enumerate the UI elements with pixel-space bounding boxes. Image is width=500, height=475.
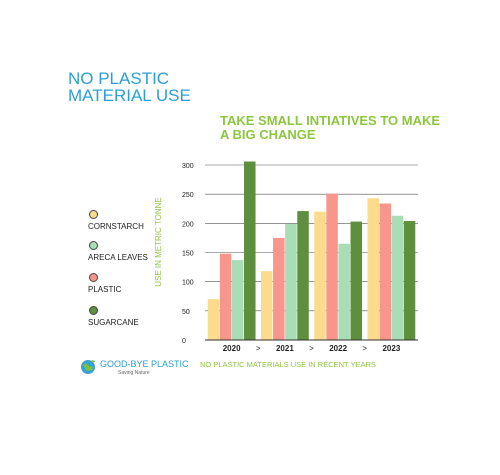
brand-tagline: Saving Nature	[118, 370, 150, 376]
legend-item-areca-leaves: ARECA LEAVES	[88, 241, 168, 263]
legend-swatch-areca-leaves	[89, 241, 98, 250]
y-tick-label-300: 300	[182, 163, 194, 170]
bar-plastic-2023	[379, 203, 392, 340]
chart-title: TAKE SMALL INTIATIVES TO MAKE A BIG CHAN…	[220, 113, 441, 142]
y-tick-label-250: 250	[182, 192, 194, 199]
bar-cornstarch-2020	[207, 299, 220, 340]
legend-item-cornstarch: CORNSTARCH	[88, 210, 168, 232]
legend: CORNSTARCH ARECA LEAVES PLASTIC SUGARCAN…	[88, 210, 158, 330]
chart-caption: NO PLASTIC MATERIALS USE IN RECENT YEARS	[200, 360, 376, 369]
bar-cornstarch-2021	[260, 271, 273, 340]
y-tick-label-100: 100	[182, 280, 194, 287]
bar-sugarcane-2022	[350, 221, 363, 340]
page-title: NO PLASTIC MATERIAL USE	[68, 69, 191, 105]
bar-plastic-2022	[326, 193, 338, 340]
bar-cornstarch-2022	[314, 211, 326, 340]
bar-areca-leaves-2022	[338, 243, 350, 340]
x-tick-label-2023: 2023	[382, 344, 400, 353]
legend-swatch-cornstarch	[89, 210, 98, 219]
y-tick-label-50: 50	[182, 309, 190, 316]
legend-label-sugarcane: SUGARCANE	[88, 318, 139, 327]
bar-areca-leaves-2023	[391, 215, 404, 340]
legend-swatch-plastic	[89, 273, 98, 282]
legend-item-sugarcane: SUGARCANE	[88, 306, 168, 328]
y-axis-ticks: 0 50 100 150 200 250 300	[182, 163, 194, 345]
brand-logo: GOOD-BYE PLASTIC Saving Nature	[80, 357, 190, 383]
bar-plastic-2020	[219, 253, 232, 340]
x-tick-label-2022: 2022	[329, 344, 347, 353]
brand-name: GOOD-BYE PLASTIC	[100, 359, 189, 369]
bar-sugarcane-2023	[403, 221, 416, 340]
legend-swatch-sugarcane	[89, 306, 98, 315]
x-separator-1: >	[256, 344, 261, 353]
bars	[207, 161, 416, 340]
bar-sugarcane-2021	[297, 211, 309, 340]
legend-label-cornstarch: CORNSTARCH	[88, 222, 144, 231]
bar-areca-leaves-2020	[231, 260, 244, 340]
legend-label-plastic: PLASTIC	[88, 285, 122, 294]
bar-cornstarch-2023	[367, 198, 379, 340]
y-tick-label-0: 0	[182, 338, 186, 345]
bar-areca-leaves-2021	[285, 223, 297, 340]
y-axis-label: USE IN METRIC TONNE	[154, 197, 163, 287]
x-tick-label-2020: 2020	[223, 344, 241, 353]
legend-label-areca-leaves: ARECA LEAVES	[88, 253, 148, 262]
x-separator-3: >	[362, 344, 367, 353]
x-separator-2: >	[309, 344, 314, 353]
globe-icon	[81, 360, 95, 374]
y-tick-label-200: 200	[182, 221, 194, 228]
legend-item-plastic: PLASTIC	[88, 273, 168, 295]
x-axis-ticks: 2020 >2021 >2022 >2023	[223, 344, 401, 353]
bar-sugarcane-2020	[244, 161, 256, 340]
x-tick-label-2021: 2021	[276, 344, 294, 353]
bar-plastic-2021	[273, 237, 285, 340]
y-tick-label-150: 150	[182, 251, 194, 258]
